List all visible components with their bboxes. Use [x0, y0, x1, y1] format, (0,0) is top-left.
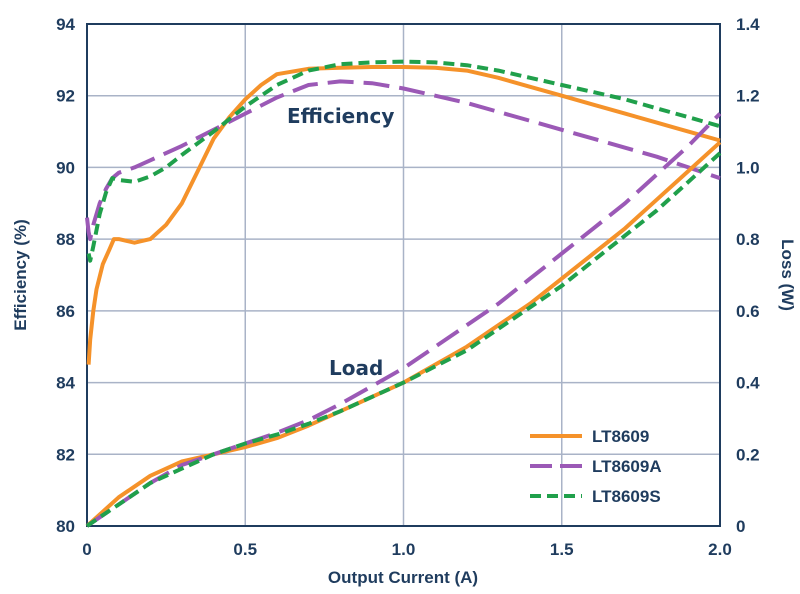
- efficiency-annotation: Efficiency: [287, 104, 394, 128]
- x-tick-label: 0: [82, 540, 91, 559]
- y-left-tick-label: 88: [56, 230, 75, 249]
- series-line-efficiency-lt8609s: [86, 59, 721, 263]
- y-left-tick-label: 86: [56, 302, 75, 321]
- grid-lines: [87, 24, 720, 526]
- y-left-tick-label: 84: [56, 374, 75, 393]
- y-right-tick-label: 1.0: [736, 158, 760, 177]
- x-axis-title: Output Current (A): [328, 568, 478, 587]
- y-right-tick-label: 0.8: [736, 230, 760, 249]
- x-tick-label: 1.5: [550, 540, 574, 559]
- x-tick-label: 1.0: [392, 540, 416, 559]
- legend-label-lt8609a: LT8609A: [592, 457, 662, 476]
- y-left-axis-title: Efficiency (%): [11, 219, 30, 330]
- y-right-tick-labels: 0 0.2 0.4 0.6 0.8 1.0 1.2 1.4: [736, 15, 760, 536]
- y-right-tick-label: 1.2: [736, 87, 760, 106]
- y-left-tick-label: 94: [56, 15, 75, 34]
- y-right-tick-label: 1.4: [736, 15, 760, 34]
- y-left-tick-label: 90: [56, 158, 75, 177]
- legend-label-lt8609: LT8609: [592, 427, 649, 446]
- y-right-tick-label: 0: [736, 517, 745, 536]
- y-right-axis-title: Loss (W): [778, 239, 797, 311]
- legend-label-lt8609s: LT8609S: [592, 487, 661, 506]
- plot-frame: [86, 23, 721, 527]
- y-right-tick-label: 0.2: [736, 445, 760, 464]
- y-right-tick-label: 0.6: [736, 302, 760, 321]
- series-layer: [85, 59, 722, 528]
- y-left-tick-label: 82: [56, 445, 75, 464]
- y-right-tick-label: 0.4: [736, 374, 760, 393]
- y-left-tick-label: 80: [56, 517, 75, 536]
- series-line-efficiency-lt8609: [86, 65, 721, 365]
- series-line-loss-lt8609s: [85, 151, 722, 528]
- series-line-efficiency-lt8609a: [85, 79, 721, 242]
- y-left-tick-labels: 80 82 84 86 88 90 92 94: [56, 15, 75, 536]
- load-annotation: Load: [329, 356, 383, 380]
- x-tick-label: 0.5: [233, 540, 257, 559]
- x-tick-label: 2.0: [708, 540, 732, 559]
- x-tick-labels: 0 0.5 1.0 1.5 2.0: [82, 540, 732, 559]
- legend: LT8609 LT8609A LT8609S: [530, 427, 662, 506]
- y-left-tick-label: 92: [56, 87, 75, 106]
